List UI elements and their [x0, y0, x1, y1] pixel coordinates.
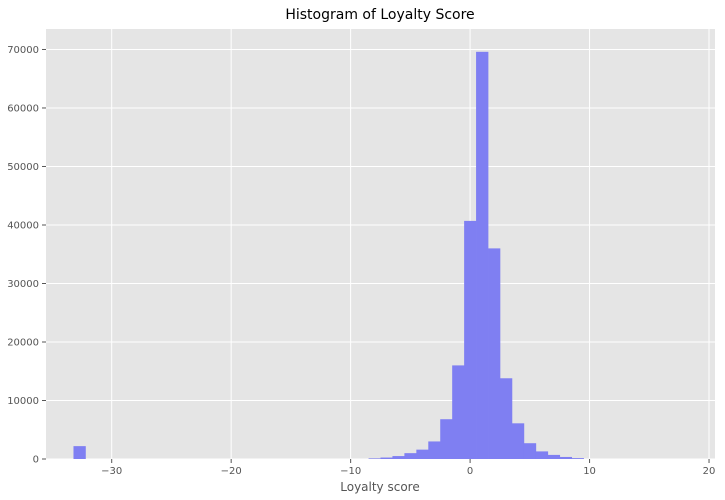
y-tick-label: 50000 [7, 162, 39, 173]
x-tick-label: 20 [703, 466, 716, 477]
histogram-bar [535, 451, 549, 459]
histogram-bars [73, 51, 584, 460]
y-tick-label: 60000 [7, 103, 39, 114]
x-tick-label: 10 [583, 466, 596, 477]
histogram-bar [488, 248, 501, 459]
y-tick-label: 70000 [7, 45, 39, 56]
histogram-bar [523, 443, 537, 459]
histogram-bar [416, 449, 429, 459]
histogram-bar [499, 378, 513, 459]
histogram-bar [380, 457, 393, 459]
x-tick-label: −30 [101, 466, 122, 477]
y-tick-label: 40000 [7, 220, 39, 231]
chart-title: Histogram of Loyalty Score [285, 7, 474, 23]
y-tick-label: 30000 [7, 279, 39, 290]
x-axis-label: Loyalty score [340, 480, 419, 494]
histogram-bar [368, 458, 381, 459]
histogram-bar [73, 446, 86, 459]
histogram-bar [404, 453, 417, 459]
x-tick-label: −10 [340, 466, 361, 477]
x-tick-label: −20 [221, 466, 242, 477]
y-tick-label: 10000 [7, 396, 39, 407]
histogram-bar [440, 419, 453, 459]
histogram-bar [476, 51, 489, 460]
histogram-bar [428, 441, 441, 459]
grid-lines [46, 29, 715, 460]
histogram-bar [392, 456, 405, 459]
histogram-bar [511, 423, 525, 459]
plot-background [46, 29, 715, 459]
x-axis-ticks: −30 −20 −10 0 10 20 [101, 459, 715, 477]
histogram-bar [559, 456, 573, 459]
y-tick-label: 20000 [7, 337, 39, 348]
y-axis-ticks: 0 10000 20000 30000 40000 50000 60000 70000 [7, 45, 46, 466]
histogram-bar [452, 365, 465, 459]
histogram-bar [464, 220, 477, 459]
histogram-bar [547, 454, 561, 459]
x-tick-label: 0 [467, 466, 473, 477]
y-tick-label: 0 [33, 455, 39, 466]
histogram-bar [571, 458, 584, 459]
